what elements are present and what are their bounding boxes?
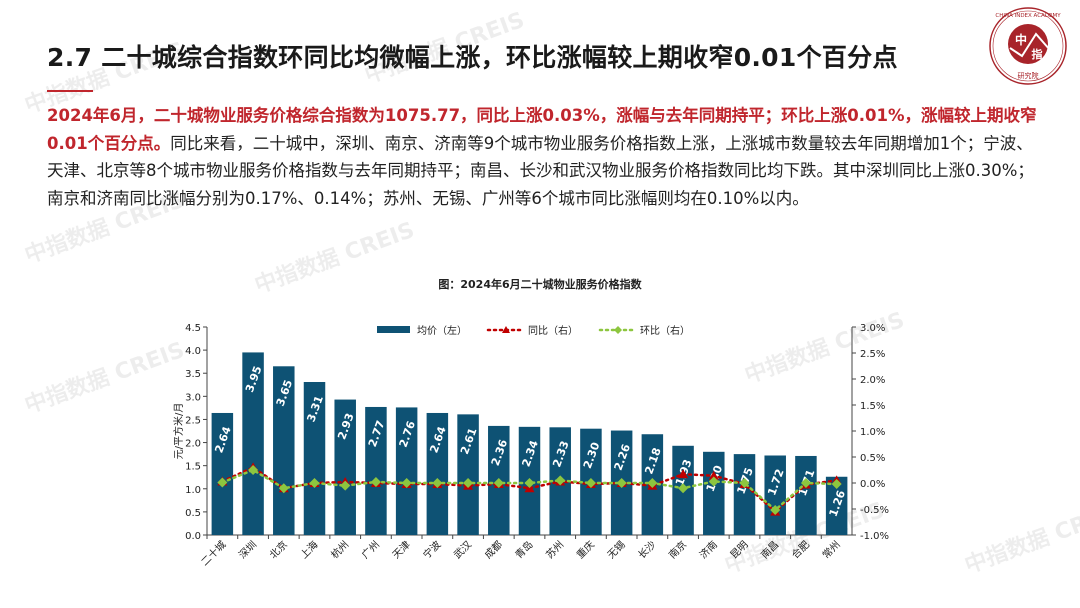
y-tick-label: 2.5 — [185, 415, 201, 426]
y2-tick-label: -1.0% — [860, 531, 889, 542]
bar — [211, 412, 234, 535]
title-underline — [47, 90, 93, 92]
y2-tick-label: 0.5% — [860, 453, 885, 464]
y-tick-label: 0.0 — [185, 531, 201, 542]
svg-text:中: 中 — [1015, 32, 1027, 47]
legend-marker — [614, 326, 622, 334]
mom-point — [647, 478, 658, 488]
x-tick-label: 重庆 — [574, 538, 597, 561]
mom-point — [524, 478, 535, 488]
summary-highlight: 2024年6月，二十城物业服务价格综合指数为1075.77，同比上涨0.03%，… — [47, 106, 1037, 153]
x-tick-label: 南昌 — [758, 538, 781, 561]
mom-point — [340, 480, 351, 491]
mom-point — [616, 478, 627, 488]
x-tick-label: 青岛 — [512, 538, 535, 561]
bar — [303, 382, 326, 535]
chart-title: 图：2024年6月二十城物业服务价格指数 — [438, 278, 642, 291]
x-tick-label: 广州 — [359, 539, 382, 562]
y-tick-label: 4.5 — [185, 323, 201, 334]
x-tick-label: 合肥 — [789, 538, 812, 561]
y-tick-label: 4.0 — [185, 346, 201, 357]
bar — [273, 366, 295, 535]
x-tick-label: 二十城 — [198, 538, 228, 568]
y2-tick-label: 0.0% — [860, 479, 885, 490]
x-tick-label: 济南 — [697, 538, 720, 561]
x-tick-label: 天津 — [390, 539, 413, 562]
bar — [733, 454, 756, 535]
y2-tick-label: 2.0% — [860, 375, 885, 386]
y2-tick-label: 1.0% — [860, 427, 885, 438]
bar — [825, 476, 848, 535]
mom-point — [493, 478, 504, 488]
x-tick-label: 无锡 — [604, 538, 627, 561]
mom-point — [831, 479, 842, 490]
y2-tick-label: 1.5% — [860, 401, 885, 412]
x-tick-label: 长沙 — [636, 539, 659, 562]
bar — [334, 399, 356, 535]
x-tick-label: 成都 — [482, 539, 505, 562]
svg-text:CHINA INDEX ACADEMY: CHINA INDEX ACADEMY — [995, 13, 1061, 19]
mom-point — [770, 505, 781, 516]
legend-swatch-bar — [377, 326, 410, 333]
page-title: 2.7 二十城综合指数环同比均微幅上涨，环比涨幅较上期收窄0.01个百分点 — [47, 43, 898, 72]
mom-point — [370, 476, 381, 487]
x-tick-label: 宁波 — [420, 538, 443, 561]
x-tick-label: 深圳 — [237, 539, 260, 562]
summary-paragraph: 2024年6月，二十城物业服务价格综合指数为1075.77，同比上涨0.03%，… — [47, 102, 1037, 212]
x-tick-label: 上海 — [297, 538, 320, 561]
legend-label: 均价（左） — [417, 324, 467, 337]
yoy-point — [678, 469, 689, 479]
bar — [242, 352, 264, 535]
mom-point — [401, 478, 412, 488]
x-tick-label: 杭州 — [328, 538, 351, 561]
y-tick-label: 0.5 — [185, 508, 201, 519]
bar — [703, 451, 725, 535]
legend-marker — [502, 326, 510, 333]
bar — [795, 455, 817, 535]
bar — [395, 407, 418, 535]
y-tick-label: 2.0 — [185, 439, 201, 450]
mom-point — [217, 477, 228, 488]
bar — [365, 406, 387, 535]
bar — [764, 455, 786, 535]
y2-tick-label: 3.0% — [860, 323, 885, 334]
mom-point — [278, 483, 289, 494]
mom-point — [678, 483, 689, 494]
mom-point — [800, 478, 811, 488]
legend-label: 同比（右） — [528, 324, 578, 337]
mom-point — [248, 465, 259, 475]
x-tick-label: 南京 — [666, 538, 689, 561]
mom-point — [739, 478, 750, 488]
bar — [426, 412, 449, 535]
bar — [457, 414, 479, 535]
mom-point — [555, 475, 566, 486]
mom-point — [309, 478, 320, 488]
summary-body: 同比来看，二十城中，深圳、南京、济南等9个城市物业服务价格指数上涨，上涨城市数量… — [47, 133, 1034, 208]
yoy-point — [708, 470, 719, 480]
y2-tick-label: 2.5% — [860, 349, 885, 360]
mom-point — [432, 478, 443, 488]
y-tick-label: 1.5 — [185, 462, 201, 473]
china-index-academy-logo: 中 指 研究院 CHINA INDEX ACADEMY — [989, 7, 1067, 85]
legend-label: 环比（右） — [640, 324, 690, 337]
x-tick-label: 武汉 — [451, 538, 474, 561]
svg-text:指: 指 — [1032, 47, 1043, 61]
y-tick-label: 3.5 — [185, 369, 201, 380]
y2-tick-label: -0.5% — [860, 505, 889, 516]
y-axis-label: 元/平方米/月 — [172, 403, 185, 460]
mom-line — [221, 468, 838, 512]
mom-point — [463, 478, 474, 488]
x-tick-label: 苏州 — [543, 538, 566, 561]
x-tick-label: 昆明 — [728, 539, 751, 562]
y-tick-label: 3.0 — [185, 392, 201, 403]
x-tick-label: 北京 — [267, 538, 290, 561]
x-tick-label: 常州 — [819, 538, 842, 561]
mom-point — [708, 476, 719, 487]
svg-text:研究院: 研究院 — [1018, 71, 1039, 80]
mom-point — [585, 478, 596, 488]
y-tick-label: 1.0 — [185, 485, 201, 496]
